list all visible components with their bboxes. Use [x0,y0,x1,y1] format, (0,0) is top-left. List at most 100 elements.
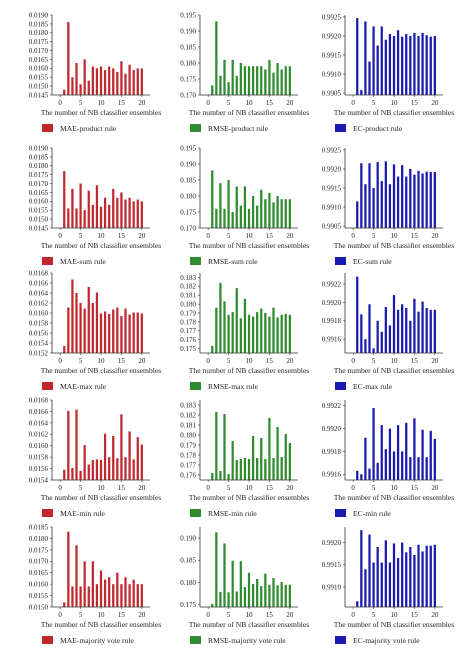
x-tick-label: 20 [431,611,439,619]
y-tick-label: 0.9920 [322,425,342,433]
bar [87,190,90,228]
bar [103,433,107,480]
y-tick-label: 0.9918 [322,448,342,456]
bar [421,551,424,607]
bar [360,530,363,607]
x-tick-label: 10 [246,484,254,492]
legend-swatch [42,509,53,517]
x-tick-label: 10 [246,611,254,619]
x-tick-label: 5 [227,484,231,492]
x-tick-label: 5 [227,611,231,619]
x-tick-label: 0 [351,611,355,619]
legend-label: EC-product rule [353,124,403,133]
y-tick-label: 0.9910 [322,70,342,78]
panel-mae-5: 0.0185 0.0180 0.0175 0.0170 0.0165 0.0160 0.01… [29,523,161,645]
x-tick-label: 0 [206,99,210,107]
y-tick-label: 0.182 [180,411,196,419]
y-tick-label: 0.181 [180,292,196,300]
bar [112,309,115,353]
panel-ec-2: 0.9925 0.9920 0.9915 0.9910 0.9905 0 5 10 15 20Th… [322,146,454,266]
bar [413,298,416,353]
bar [360,90,363,95]
bar [132,579,135,607]
x-tick-label: 15 [411,232,419,240]
bar [132,70,135,95]
x-tick-label: 5 [372,232,376,240]
bar [364,339,367,353]
bar [384,540,387,607]
bar [433,438,436,480]
y-tick-label: 0.175 [180,208,196,216]
bar [108,66,111,95]
panel-rmse-1: 0.195 0.190 0.185 0.180 0.175 0.170 0 5 10 15 20Th… [180,11,309,133]
bar [140,313,143,353]
bar [124,308,127,353]
bar [405,552,408,607]
bar [95,459,99,480]
bar [95,185,99,228]
bar [223,59,226,95]
legend-swatch [190,257,201,265]
bar [405,307,408,353]
bar [368,468,371,480]
y-tick-label: 0.180 [180,192,196,200]
y-tick-label: 0.9915 [322,561,342,569]
bar [251,196,255,228]
bar [260,66,263,95]
y-tick-label: 0.9916 [322,471,342,479]
bar [380,331,383,353]
bar [392,451,396,480]
x-tick-label: 15 [118,611,126,619]
y-tick-label: 0.177 [180,327,196,335]
bar [219,282,222,353]
y-tick-label: 0.179 [180,441,196,449]
bar [215,307,218,353]
bar [272,307,275,353]
y-tick-label: 0.0175 [29,171,49,179]
bar [256,205,259,228]
x-axis-title: The number of NB classifier ensembles [189,366,309,375]
y-tick-label: 0.0185 [29,153,49,161]
x-tick-label: 0 [351,99,355,107]
bar [417,170,420,228]
bar [91,460,94,480]
bar [71,188,74,228]
bar [128,431,131,480]
x-tick-label: 10 [391,99,399,107]
bar [103,70,107,95]
bar [417,544,420,607]
bar [223,301,226,353]
y-tick-label: 0.0145 [29,224,49,232]
y-tick-label: 0.0152 [29,349,49,357]
x-tick-label: 5 [79,232,83,240]
bar [413,418,416,480]
y-tick-label: 0.180 [180,301,196,309]
bar [103,311,107,353]
bar [272,458,275,480]
bar [67,531,70,607]
bar [87,80,90,95]
legend-label: EC-majority vote rule [353,636,420,645]
bar [67,410,70,480]
x-tick-label: 20 [286,484,294,492]
bar [284,199,287,228]
x-tick-label: 0 [206,611,210,619]
panel-mae-2: 0.01900.01850.01800.01750.01700.01650.01… [29,144,161,266]
bar [215,532,218,607]
y-tick-label: 0.175 [180,601,196,609]
bar [376,462,379,480]
bar [413,32,416,95]
bar [120,316,123,353]
legend-label: MAE-max rule [60,382,107,391]
legend-swatch [42,636,53,644]
y-tick-label: 0.0166 [29,408,49,416]
bar [376,45,379,95]
bar [116,572,119,607]
legend-swatch [335,636,346,644]
bar [360,163,363,228]
bar [417,311,420,353]
bar [63,89,66,95]
bar [356,601,359,607]
bar [75,208,78,228]
